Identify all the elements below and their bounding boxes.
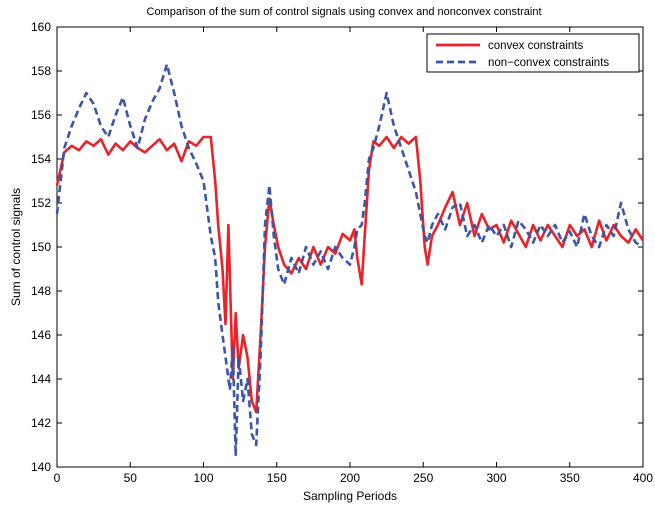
y-tick-label: 148 (31, 284, 51, 298)
plot-area (56, 26, 644, 468)
y-tick-label: 158 (31, 64, 51, 78)
x-tick-label: 150 (267, 471, 287, 485)
x-tick-label: 100 (193, 471, 213, 485)
series-lines (55, 63, 645, 458)
y-tick-label: 142 (31, 416, 51, 430)
y-tick-label: 150 (31, 240, 51, 254)
axis-ticks: 0 50 100 150 200 250 300 350 400 140 142 144 146 148 1… (31, 20, 653, 485)
x-tick-label: 300 (486, 471, 506, 485)
x-tick-label: 350 (560, 471, 580, 485)
legend-label-convex: convex constraints (488, 40, 583, 52)
y-tick-label: 156 (31, 108, 51, 122)
legend-label-nonconvex: non−convex constraints (488, 57, 609, 69)
series-line-nonconvex (55, 63, 644, 458)
y-tick-label: 144 (31, 372, 51, 386)
chart-title: Comparison of the sum of control signals… (147, 6, 542, 18)
legend-box (426, 33, 640, 73)
y-tick-label: 160 (31, 20, 51, 34)
x-tick-label: 250 (413, 471, 433, 485)
x-tick-label: 200 (340, 471, 360, 485)
y-tick-label: 154 (31, 152, 51, 166)
y-axis-label: Sum of control signals (9, 188, 23, 306)
legend: convex constraints non−convex constraint… (426, 33, 640, 73)
y-tick-label: 152 (31, 196, 51, 210)
y-tick-label: 140 (31, 460, 51, 474)
x-tick-label: 50 (124, 471, 138, 485)
x-tick-label: 0 (54, 471, 61, 485)
x-tick-label: 400 (633, 471, 653, 485)
x-axis-label: Sampling Periods (303, 489, 397, 503)
y-tick-label: 146 (31, 328, 51, 342)
